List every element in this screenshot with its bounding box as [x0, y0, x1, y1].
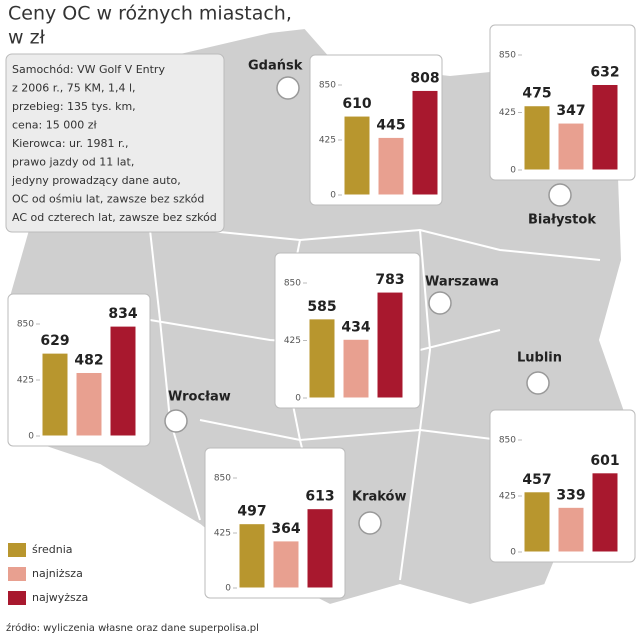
value-label: 783 — [375, 272, 404, 288]
bar — [343, 115, 371, 196]
value-label: 347 — [556, 103, 585, 119]
y-tick-label: 425 — [284, 336, 301, 346]
y-tick-label: 425 — [319, 136, 336, 146]
note-line: prawo jazdy od 11 lat, — [12, 156, 134, 169]
value-label: 445 — [376, 117, 405, 133]
bar — [342, 338, 370, 399]
city-marker — [548, 183, 572, 207]
legend-swatch — [8, 567, 26, 581]
city-label: Warszawa — [425, 275, 499, 290]
bar — [591, 472, 619, 553]
note-box — [5, 53, 225, 233]
value-label: 610 — [342, 96, 371, 112]
y-tick-label: 850 — [17, 320, 34, 330]
y-tick-label: 0 — [330, 191, 336, 201]
y-tick-label: 0 — [225, 584, 231, 594]
y-tick-label: 850 — [319, 81, 336, 91]
y-tick-label: 0 — [510, 548, 516, 558]
y-tick-label: 425 — [17, 376, 34, 386]
bar — [109, 325, 137, 437]
bar — [557, 506, 585, 553]
note-line: OC od ośmiu lat, zawsze bez szkód — [12, 193, 204, 206]
legend-label: najniższa — [32, 567, 83, 580]
bar — [523, 491, 551, 553]
bar — [41, 352, 69, 437]
bar — [377, 136, 405, 196]
y-tick-label: 425 — [214, 529, 231, 539]
y-tick-label: 0 — [510, 166, 516, 176]
y-tick-label: 425 — [499, 492, 516, 502]
legend-swatch — [8, 591, 26, 605]
value-label: 613 — [305, 489, 334, 505]
city-label: Kraków — [352, 490, 407, 505]
note-line: Samochód: VW Golf V Entry — [12, 63, 165, 76]
city-marker — [276, 76, 300, 100]
bar — [272, 540, 300, 589]
city-label: Wrocław — [168, 390, 231, 405]
y-tick-label: 0 — [295, 394, 301, 404]
bar — [557, 122, 585, 171]
value-label: 601 — [590, 453, 619, 469]
value-label: 834 — [108, 306, 137, 322]
value-label: 497 — [237, 504, 266, 520]
value-label: 585 — [307, 299, 336, 315]
note-line: Kierowca: ur. 1981 r., — [12, 137, 129, 150]
y-tick-label: 425 — [499, 108, 516, 118]
y-tick-label: 850 — [499, 51, 516, 61]
value-label: 808 — [410, 70, 439, 86]
value-label: 482 — [74, 352, 103, 368]
y-tick-label: 850 — [214, 474, 231, 484]
value-label: 629 — [40, 333, 69, 349]
legend-label: najwyższa — [32, 591, 88, 604]
city-label: Białystok — [528, 213, 596, 228]
value-label: 434 — [341, 319, 370, 335]
note-line: z 2006 r., 75 KM, 1,4 l, — [12, 82, 136, 95]
bar — [523, 105, 551, 171]
legend-label: średnia — [32, 543, 73, 556]
value-label: 364 — [271, 521, 300, 537]
note: Samochód: VW Golf V Entry z 2006 r., 75 K… — [11, 63, 217, 224]
source: źródło: wyliczenia własne oraz dane supe… — [6, 622, 259, 634]
bar — [75, 371, 103, 437]
value-label: 339 — [556, 487, 585, 503]
bar — [308, 318, 336, 399]
note-line: AC od czterech lat, zawsze bez szkód — [12, 211, 217, 224]
bar — [306, 508, 334, 589]
y-tick-label: 0 — [28, 432, 34, 442]
bar — [238, 523, 266, 589]
y-tick-label: 850 — [284, 279, 301, 289]
value-label: 475 — [522, 86, 551, 102]
city-marker — [358, 511, 382, 535]
title: w zł — [8, 27, 46, 49]
city-label: Gdańsk — [248, 59, 303, 74]
legend-swatch — [8, 543, 26, 557]
city-marker — [526, 371, 550, 395]
charts: Gdańsk 0 425 850 610 445 808 Białystok 0 425 850 47… — [7, 24, 636, 599]
y-tick-label: 850 — [499, 436, 516, 446]
city-marker — [428, 291, 452, 315]
legend: średnia najniższa najwyższa — [8, 543, 88, 605]
bar — [411, 89, 439, 196]
bar — [591, 83, 619, 171]
city-label: Lublin — [517, 351, 562, 366]
bar — [376, 291, 404, 399]
note-line: cena: 15 000 zł — [12, 119, 97, 132]
title: Ceny OC w różnych miastach, — [8, 3, 292, 25]
city-marker — [164, 409, 188, 433]
value-label: 632 — [590, 64, 619, 80]
note-line: jedyny prowadzący dane auto, — [11, 174, 181, 187]
value-label: 457 — [522, 472, 551, 488]
note-line: przebieg: 135 tys. km, — [12, 100, 136, 113]
chart-box — [309, 54, 443, 206]
